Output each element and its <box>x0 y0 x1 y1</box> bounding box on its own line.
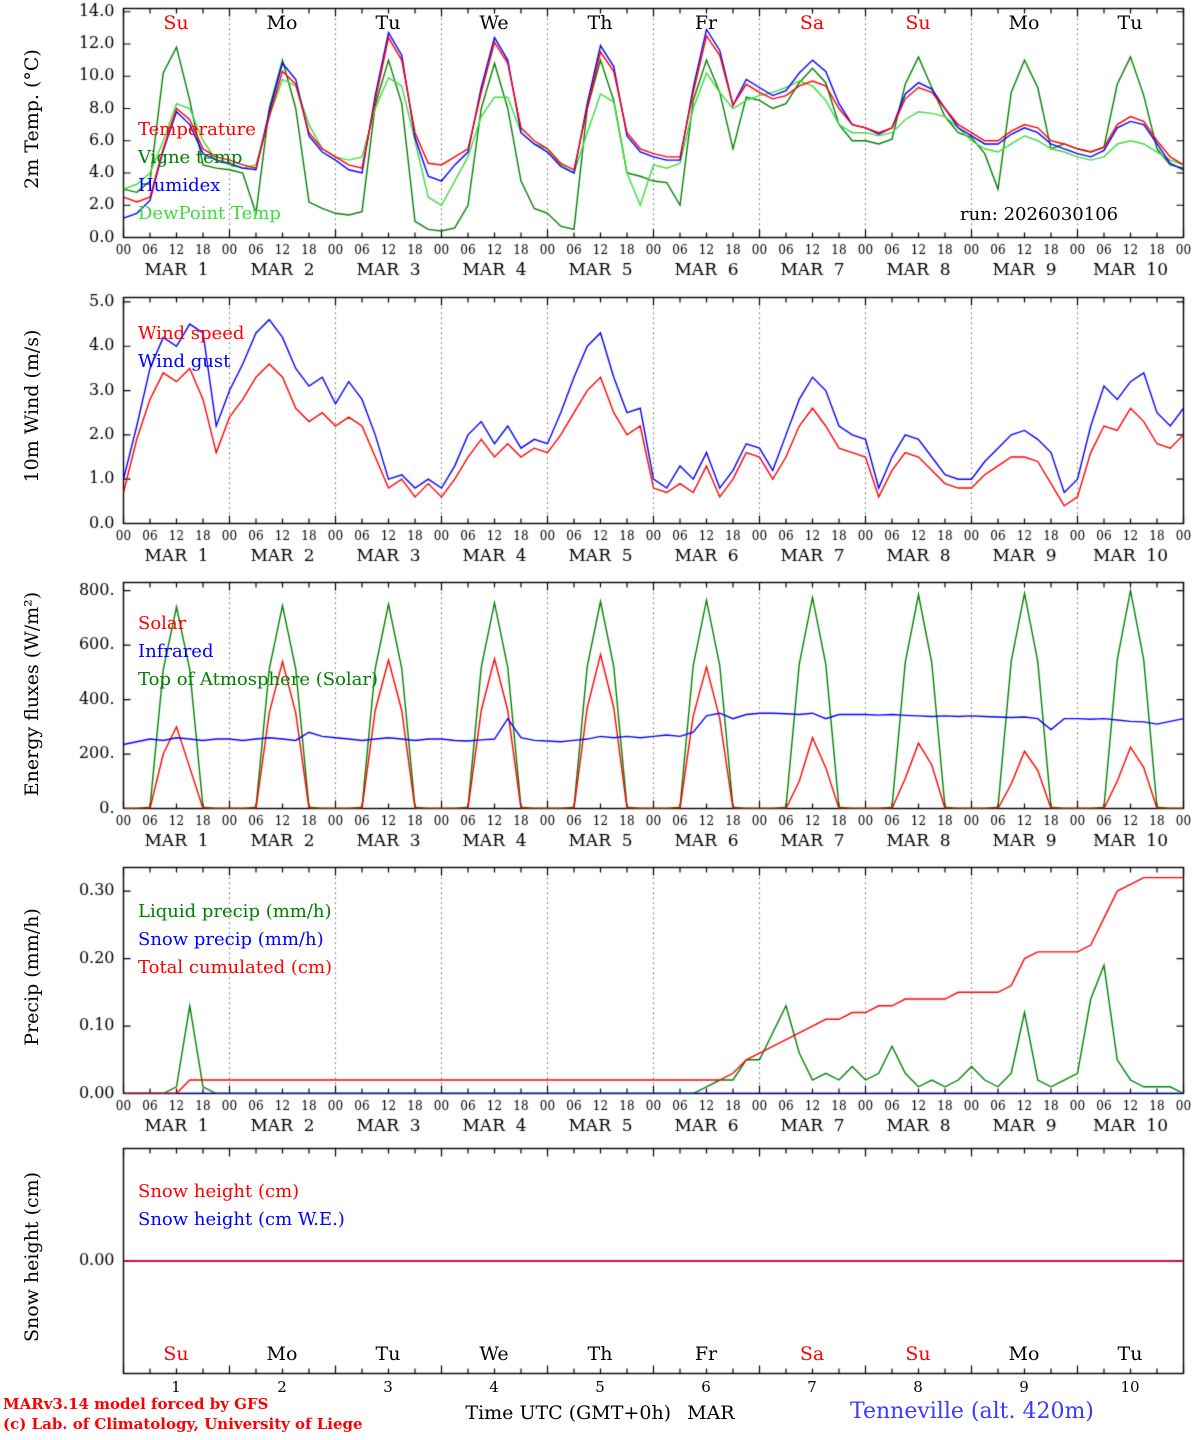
day-name: We <box>479 12 509 34</box>
legend-item-dewpoint: DewPoint Temp <box>138 203 281 224</box>
legend-item-liquid-precip: Liquid precip (mm/h) <box>138 901 332 922</box>
bottom-day-name-row: Su Mo Tu We Th Fr Sa Su Mo Tu <box>123 1343 1183 1365</box>
day-name: Th <box>587 12 613 34</box>
day-name: Su <box>905 12 931 34</box>
day-number: 5 <box>595 1378 605 1396</box>
day-number: 10 <box>1120 1378 1140 1396</box>
day-name: Sa <box>799 1343 825 1365</box>
day-number: 4 <box>489 1378 499 1396</box>
day-number: 1 <box>171 1378 181 1396</box>
day-name: Mo <box>266 1343 298 1365</box>
legend-item-total-cumulated: Total cumulated (cm) <box>138 957 333 978</box>
snow-y-axis-label: Snow height (cm) <box>21 1171 43 1343</box>
wind-y-axis-label: 10m Wind (m/s) <box>21 329 43 483</box>
snow-legend: Snow height (cm) Snow height (cm W.E.) <box>138 1178 345 1234</box>
energy-panel-canvas <box>0 570 1194 855</box>
temperature-y-axis-label: 2m Temp. (°C) <box>21 49 43 189</box>
month-label: MAR <box>687 1402 735 1424</box>
run-label: run: 2026030106 <box>960 204 1119 225</box>
temperature-legend: Temperature Vigne temp Humidex DewPoint … <box>138 116 281 228</box>
day-name: Mo <box>1008 1343 1040 1365</box>
legend-item-temperature: Temperature <box>138 119 256 140</box>
legend-item-snow-height: Snow height (cm) <box>138 1181 300 1202</box>
precip-panel-canvas <box>0 855 1194 1140</box>
energy-legend: Solar Infrared Top of Atmosphere (Solar) <box>138 610 378 694</box>
station-name: Tenneville (alt. 420m) <box>850 1399 1094 1424</box>
day-number: 6 <box>701 1378 711 1396</box>
day-name: Tu <box>1117 12 1143 34</box>
model-credit-line2: (c) Lab. of Climatology, University of L… <box>3 1415 363 1433</box>
temperature-panel-canvas <box>0 0 1194 285</box>
day-name: Mo <box>1008 12 1040 34</box>
wind-panel-canvas <box>0 285 1194 570</box>
day-name: Tu <box>375 1343 401 1365</box>
day-name: Th <box>587 1343 613 1365</box>
legend-item-toa: Top of Atmosphere (Solar) <box>138 669 379 690</box>
snow-panel-canvas <box>0 1140 1194 1400</box>
day-name: Tu <box>375 12 401 34</box>
day-name: Su <box>905 1343 931 1365</box>
day-number: 7 <box>807 1378 817 1396</box>
day-name: Fr <box>694 12 718 34</box>
time-axis-label: Time UTC (GMT+0h) <box>465 1402 672 1424</box>
legend-item-solar: Solar <box>138 613 187 634</box>
day-name: Fr <box>694 1343 718 1365</box>
energy-y-axis-label: Energy fluxes (W/m²) <box>21 591 43 797</box>
model-credit-line1: MARv3.14 model forced by GFS <box>3 1395 269 1413</box>
day-name: Su <box>163 12 189 34</box>
legend-item-wind-gust: Wind gust <box>138 351 231 372</box>
precip-legend: Liquid precip (mm/h) Snow precip (mm/h) … <box>138 898 332 982</box>
day-number: 3 <box>383 1378 393 1396</box>
legend-item-humidex: Humidex <box>138 175 221 196</box>
day-name: Sa <box>799 12 825 34</box>
legend-item-snow-height-we: Snow height (cm W.E.) <box>138 1209 345 1230</box>
day-name: Mo <box>266 12 298 34</box>
legend-item-snow-precip: Snow precip (mm/h) <box>138 929 324 950</box>
day-name: We <box>479 1343 509 1365</box>
top-day-name-row: Su Mo Tu We Th Fr Sa Su Mo Tu <box>123 12 1183 34</box>
day-number: 8 <box>913 1378 923 1396</box>
legend-item-vigne-temp: Vigne temp <box>138 147 243 168</box>
model-credit: MARv3.14 model forced by GFS (c) Lab. of… <box>3 1394 363 1434</box>
day-name: Tu <box>1117 1343 1143 1365</box>
legend-item-wind-speed: Wind speed <box>138 323 245 344</box>
precip-y-axis-label: Precip (mm/h) <box>21 908 43 1046</box>
legend-item-infrared: Infrared <box>138 641 214 662</box>
day-number: 9 <box>1019 1378 1029 1396</box>
x-axis-title: Time UTC (GMT+0h) MAR <box>360 1402 840 1424</box>
day-number: 2 <box>277 1378 287 1396</box>
bottom-day-number-row: 1 2 3 4 5 6 7 8 9 10 <box>123 1378 1183 1396</box>
day-name: Su <box>163 1343 189 1365</box>
wind-legend: Wind speed Wind gust <box>138 320 244 376</box>
